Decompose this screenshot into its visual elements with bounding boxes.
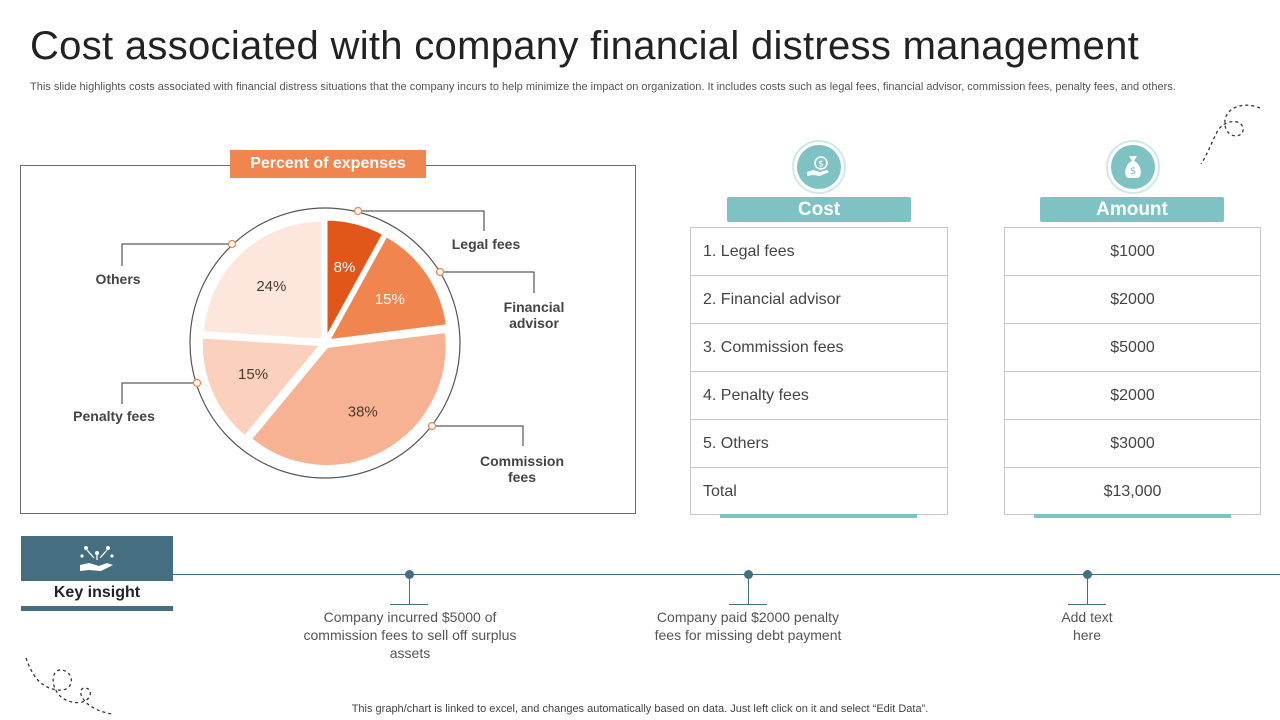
callout-line: [121, 382, 197, 404]
callout-dot: [427, 421, 437, 431]
timeline-foot: [390, 604, 428, 605]
callout-dot: [227, 239, 237, 249]
insight-text: Company paid $2000 penalty fees for miss…: [654, 609, 842, 643]
pie-category-label: Financial advisor: [504, 299, 565, 331]
callout-line: [432, 425, 524, 446]
pie-slice-commission-fees[interactable]: [248, 329, 449, 468]
table-row: $2000: [1005, 276, 1260, 324]
table-row: $13,000: [1103, 483, 1162, 500]
table-row: 1. Legal fees: [691, 228, 947, 276]
key-insight-label: Key insight: [53, 584, 141, 601]
pie-outline: [189, 207, 461, 479]
pie-data-label: 38%: [348, 404, 378, 421]
pie-category-label: Commission fees: [480, 453, 564, 485]
footer-note: This graph/chart is linked to excel, and…: [351, 703, 929, 715]
pie-category-label: Penalty fees: [73, 408, 155, 424]
insight-text: Add text here: [1061, 609, 1113, 643]
table-row: 2. Financial advisor: [691, 276, 947, 324]
insight-text: Company incurred $5000 of commission fee…: [303, 609, 517, 661]
svg-text:$: $: [1130, 166, 1136, 177]
callout-dot: [353, 206, 363, 216]
pie-slice-penalty-fees[interactable]: [199, 335, 325, 440]
pie-data-label: 15%: [238, 366, 268, 383]
amount-header: Amount: [1040, 197, 1224, 222]
timeline-stem: [409, 577, 410, 605]
page-title: Cost associated with company financial d…: [30, 24, 1140, 68]
timeline-dot: [1083, 570, 1092, 579]
callout-line: [440, 271, 535, 293]
pie-slice-financial-advisor[interactable]: [325, 233, 450, 343]
callout-line: [121, 243, 232, 266]
key-insight-underline: [21, 606, 173, 611]
table-row: $5000: [1005, 324, 1260, 372]
table-row: Total: [703, 483, 737, 500]
table-row: $2000: [1005, 372, 1260, 420]
cost-underline: [720, 514, 917, 518]
timeline-stem: [1087, 577, 1088, 605]
chart-title: Percent of expenses: [230, 150, 426, 178]
table-row: 3. Commission fees: [691, 324, 947, 372]
timeline-dot: [405, 570, 414, 579]
insight-timeline: [173, 574, 1280, 575]
svg-text:$: $: [818, 160, 824, 170]
amount-table: $1000 $2000 $5000 $2000 $3000 $13,000: [1004, 227, 1261, 515]
table-row: 4. Penalty fees: [691, 372, 947, 420]
table-row: 5. Others: [691, 420, 947, 468]
timeline-stem: [748, 577, 749, 605]
decorative-swirl-top: [1200, 104, 1261, 165]
amount-underline: [1034, 514, 1231, 518]
pie-data-label: 8%: [334, 259, 356, 276]
pie-category-label: Others: [95, 271, 140, 287]
callout-dot: [192, 378, 202, 388]
pie-slice-others[interactable]: [200, 218, 324, 342]
timeline-foot: [729, 604, 767, 605]
timeline-dot: [744, 570, 753, 579]
table-row: $1000: [1005, 228, 1260, 276]
callout-dot: [435, 267, 445, 277]
pie-category-label: Legal fees: [452, 236, 521, 252]
key-insight-badge: [21, 536, 173, 581]
page-subtitle: This slide highlights costs associated w…: [30, 81, 1176, 93]
callout-line: [358, 210, 485, 231]
decorative-swirl-bottom: [25, 657, 113, 715]
pie-slice-legal-fees[interactable]: [324, 217, 386, 340]
cost-table: 1. Legal fees 2. Financial advisor 3. Co…: [690, 227, 948, 515]
pie-data-label: 24%: [256, 278, 286, 295]
table-row: $3000: [1005, 420, 1260, 468]
hand-coin-icon: $: [792, 140, 846, 194]
timeline-foot: [1068, 604, 1106, 605]
money-bag-icon: $: [1106, 140, 1160, 194]
pie-chart[interactable]: 8% Legal fees 15% Financial advisor 38% Commis…: [0, 0, 640, 520]
cost-header: Cost: [727, 197, 911, 222]
pie-data-label: 15%: [375, 291, 405, 308]
hand-ideas-icon: [80, 545, 114, 571]
